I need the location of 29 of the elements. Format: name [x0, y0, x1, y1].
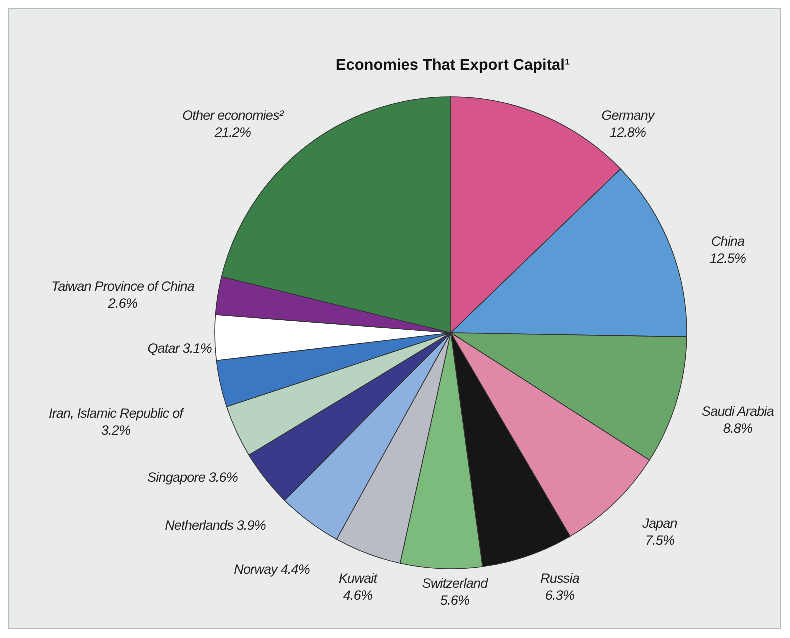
slice-label: China — [711, 234, 746, 249]
data-label: 3.1% — [182, 341, 212, 356]
data-label: 5.6% — [440, 593, 470, 608]
slice-label: Iran, Islamic Republic of — [48, 406, 185, 421]
slice-label: Japan — [642, 516, 678, 531]
data-label: 8.8% — [723, 421, 753, 436]
data-label: 21.2% — [214, 125, 252, 140]
data-label: 3.9% — [236, 518, 266, 533]
data-label: 6.3% — [545, 588, 575, 603]
slice-label: Other economies² — [182, 108, 284, 123]
slice-label: Netherlands — [165, 518, 234, 533]
data-label: 12.5% — [710, 251, 747, 266]
data-label: 7.5% — [645, 533, 675, 548]
chart-title: Economies That Export Capital¹ — [336, 57, 570, 74]
slice-label: Qatar — [148, 341, 180, 356]
data-label: 3.2% — [101, 423, 131, 438]
data-label: 4.6% — [343, 588, 373, 603]
slice-label: Norway — [234, 562, 278, 577]
data-label: 3.6% — [208, 470, 238, 485]
slice-label: Singapore — [148, 470, 206, 485]
slice-label: Taiwan Province of China — [52, 279, 196, 294]
slice-label: Russia — [540, 571, 580, 586]
data-label: 4.4% — [280, 562, 310, 577]
slice-label: Switzerland — [422, 576, 489, 591]
data-label: 2.6% — [107, 296, 138, 311]
slice-label: Germany — [602, 108, 656, 123]
data-label: 12.8% — [610, 125, 647, 140]
slice-label: Kuwait — [338, 571, 379, 586]
slice-label: Saudi Arabia — [702, 404, 775, 419]
